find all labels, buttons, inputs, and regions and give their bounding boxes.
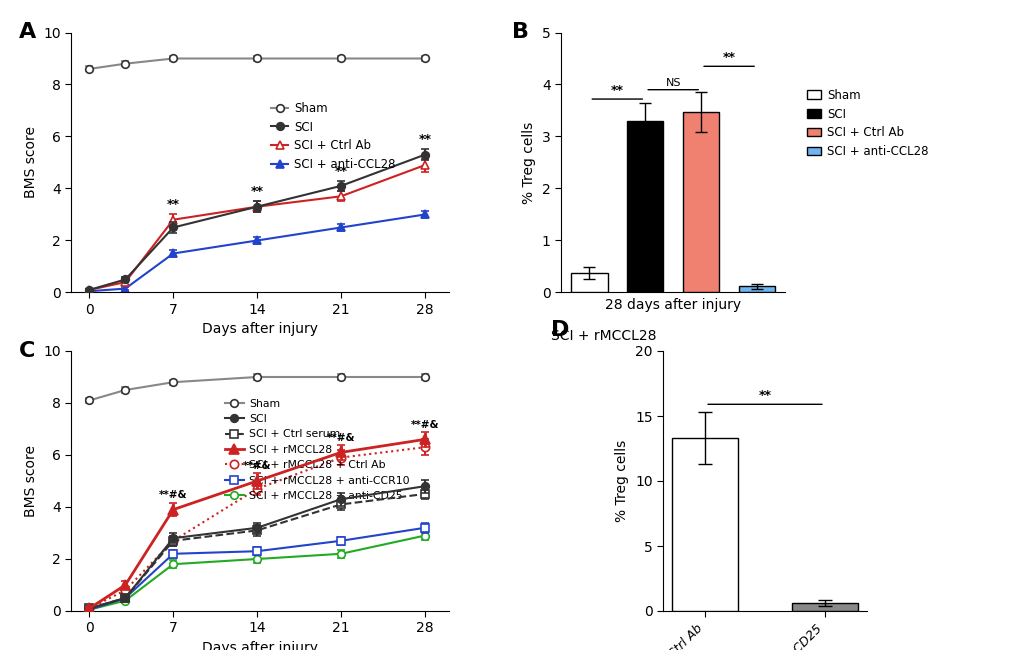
- Text: **: **: [166, 198, 179, 211]
- Text: **: **: [610, 84, 624, 97]
- Text: **#&: **#&: [243, 461, 271, 471]
- Bar: [683, 112, 718, 292]
- Legend: Sham, SCI, SCI + Ctrl Ab, SCI + anti-CCL28: Sham, SCI, SCI + Ctrl Ab, SCI + anti-CCL…: [802, 84, 932, 163]
- Text: A: A: [18, 22, 36, 42]
- Bar: [672, 438, 738, 611]
- X-axis label: 28 days after injury: 28 days after injury: [604, 298, 741, 312]
- Text: **: **: [334, 164, 347, 177]
- X-axis label: Days after injury: Days after injury: [202, 641, 318, 650]
- Text: **#&: **#&: [159, 489, 187, 500]
- Text: D: D: [550, 320, 569, 340]
- Text: **#&: **#&: [411, 419, 438, 430]
- Text: NS: NS: [664, 77, 681, 88]
- Text: B: B: [512, 22, 528, 42]
- Text: **#&: **#&: [326, 432, 355, 443]
- Y-axis label: BMS score: BMS score: [23, 445, 38, 517]
- X-axis label: Days after injury: Days after injury: [202, 322, 318, 337]
- Text: **: **: [721, 51, 735, 64]
- Text: **: **: [418, 133, 431, 146]
- Text: **: **: [251, 185, 263, 198]
- Y-axis label: BMS score: BMS score: [23, 127, 38, 198]
- Legend: Sham, SCI, SCI + Ctrl Ab, SCI + anti-CCL28: Sham, SCI, SCI + Ctrl Ab, SCI + anti-CCL…: [266, 97, 400, 176]
- Bar: [738, 286, 774, 292]
- Y-axis label: % Treg cells: % Treg cells: [522, 122, 536, 203]
- Text: C: C: [18, 341, 35, 361]
- Bar: [791, 603, 857, 611]
- Bar: [627, 121, 662, 292]
- Text: SCI + rMCCL28: SCI + rMCCL28: [550, 329, 655, 343]
- Text: **: **: [758, 389, 770, 402]
- Bar: [571, 273, 607, 292]
- Y-axis label: % Treg cells: % Treg cells: [614, 440, 629, 522]
- Legend: Sham, SCI, SCI + Ctrl serum, SCI + rMCCL28, SCI + rMCCL28 + Ctrl Ab, SCI + rMCCL: Sham, SCI, SCI + Ctrl serum, SCI + rMCCL…: [220, 394, 414, 506]
